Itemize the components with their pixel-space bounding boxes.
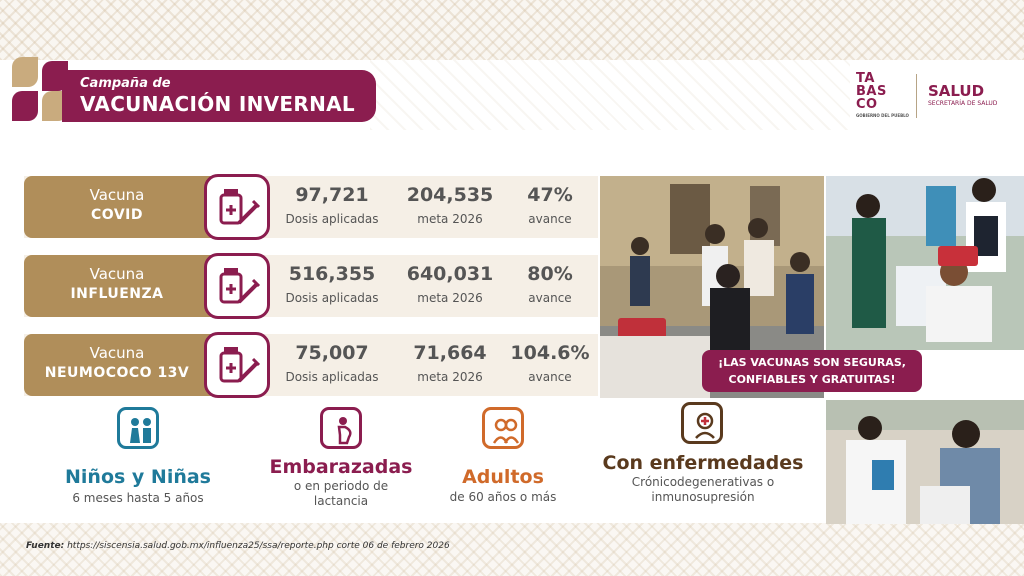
tabasco-subtitle: GOBIERNO DEL PUEBLO xyxy=(856,113,909,118)
pregnant-icon xyxy=(320,407,362,449)
vaccines-safe-banner: ¡LAS VACUNAS SON SEGURAS, CONFIABLES Y G… xyxy=(702,350,922,392)
vaccine-label-panel: Vacuna COVID xyxy=(24,176,224,238)
banner-line-2: CONFIABLES Y GRATUITAS! xyxy=(728,373,896,386)
vaccination-photo-injection xyxy=(826,400,1024,524)
dosis-label: Dosis aplicadas xyxy=(285,291,379,305)
group-sub-adults: de 60 años o más xyxy=(449,490,557,504)
source-label: Fuente: xyxy=(26,541,65,551)
group-sub-children: 6 meses hasta 5 años xyxy=(72,491,204,505)
group-title-pregnant: Embarazadas xyxy=(269,456,413,478)
meta-value: 640,031 xyxy=(406,263,494,285)
vaccine-word: Vacuna xyxy=(89,186,145,204)
group-title-children: Niños y Niñas xyxy=(65,466,211,488)
vaccine-row-influenza: Vacuna INFLUENZA 516,355 Dosis aplicadas… xyxy=(24,253,598,319)
vaccine-word: Vacuna xyxy=(89,265,145,283)
avance-value: 47% xyxy=(527,184,573,206)
tabasco-line-1: TA xyxy=(856,71,875,86)
vaccine-vial-syringe-icon xyxy=(204,174,270,240)
vaccine-name: NEUMOCOCO 13V xyxy=(44,365,190,381)
avance-value: 104.6% xyxy=(510,342,590,364)
vaccine-vial-syringe-icon xyxy=(204,253,270,319)
vaccine-row-neumococo: Vacuna NEUMOCOCO 13V 75,007 Dosis aplica… xyxy=(24,332,598,398)
avance-label: avance xyxy=(528,291,572,305)
meta-label: meta 2026 xyxy=(417,212,483,226)
top-ornament-band xyxy=(0,0,1024,60)
source-note: Fuente: https://siscensia.salud.gob.mx/i… xyxy=(26,541,450,551)
dosis-label: Dosis aplicadas xyxy=(285,370,379,384)
dosis-value: 516,355 xyxy=(288,263,376,285)
dosis-value: 75,007 xyxy=(295,342,369,364)
banner-line-1: ¡LAS VACUNAS SON SEGURAS, xyxy=(718,356,906,369)
vaccine-label-panel: Vacuna NEUMOCOCO 13V xyxy=(24,334,224,396)
meta-label: meta 2026 xyxy=(417,291,483,305)
group-title-adults: Adultos xyxy=(462,466,544,488)
vaccine-name: INFLUENZA xyxy=(70,286,164,302)
tabasco-logo: TA BAS CO GOBIERNO DEL PUEBLO xyxy=(856,72,912,119)
vaccine-word: Vacuna xyxy=(89,344,145,362)
elderly-icon xyxy=(482,407,524,449)
children-icon xyxy=(117,407,159,449)
vaccination-photo-nurse xyxy=(826,176,1024,350)
group-title-chronic: Con enfermedades xyxy=(602,452,804,474)
dosis-label: Dosis aplicadas xyxy=(285,212,379,226)
meta-value: 71,664 xyxy=(413,342,487,364)
avance-value: 80% xyxy=(527,263,573,285)
salud-subtitle: SECRETARÍA DE SALUD xyxy=(928,100,998,107)
source-url: https://siscensia.salud.gob.mx/influenza… xyxy=(67,541,450,551)
group-sub-chronic: Crónicodegenerativas o inmunosupresión xyxy=(631,475,775,504)
meta-value: 204,535 xyxy=(406,184,494,206)
vaccine-row-covid: Vacuna COVID 97,721 Dosis aplicadas 204,… xyxy=(24,174,598,240)
logo-divider xyxy=(916,74,917,118)
campaign-label: Campaña de xyxy=(80,76,171,91)
tabasco-line-3: CO xyxy=(856,97,878,112)
meta-label: meta 2026 xyxy=(417,370,483,384)
salud-logo: SALUD xyxy=(928,82,985,100)
tabasco-line-2: BAS xyxy=(856,84,887,99)
vaccine-name: COVID xyxy=(91,207,143,223)
dosis-value: 97,721 xyxy=(295,184,369,206)
avance-label: avance xyxy=(528,212,572,226)
header-ornament xyxy=(370,60,850,130)
avance-label: avance xyxy=(528,370,572,384)
vaccine-label-panel: Vacuna INFLUENZA xyxy=(24,255,224,317)
bottom-ornament-band xyxy=(0,523,1024,576)
campaign-title: VACUNACIÓN INVERNAL xyxy=(80,92,355,116)
campaign-title-banner: Campaña de VACUNACIÓN INVERNAL xyxy=(62,70,376,122)
group-sub-pregnant: o en periodo de lactancia xyxy=(293,479,389,508)
medical-condition-icon xyxy=(681,402,723,444)
vaccine-vial-syringe-icon xyxy=(204,332,270,398)
